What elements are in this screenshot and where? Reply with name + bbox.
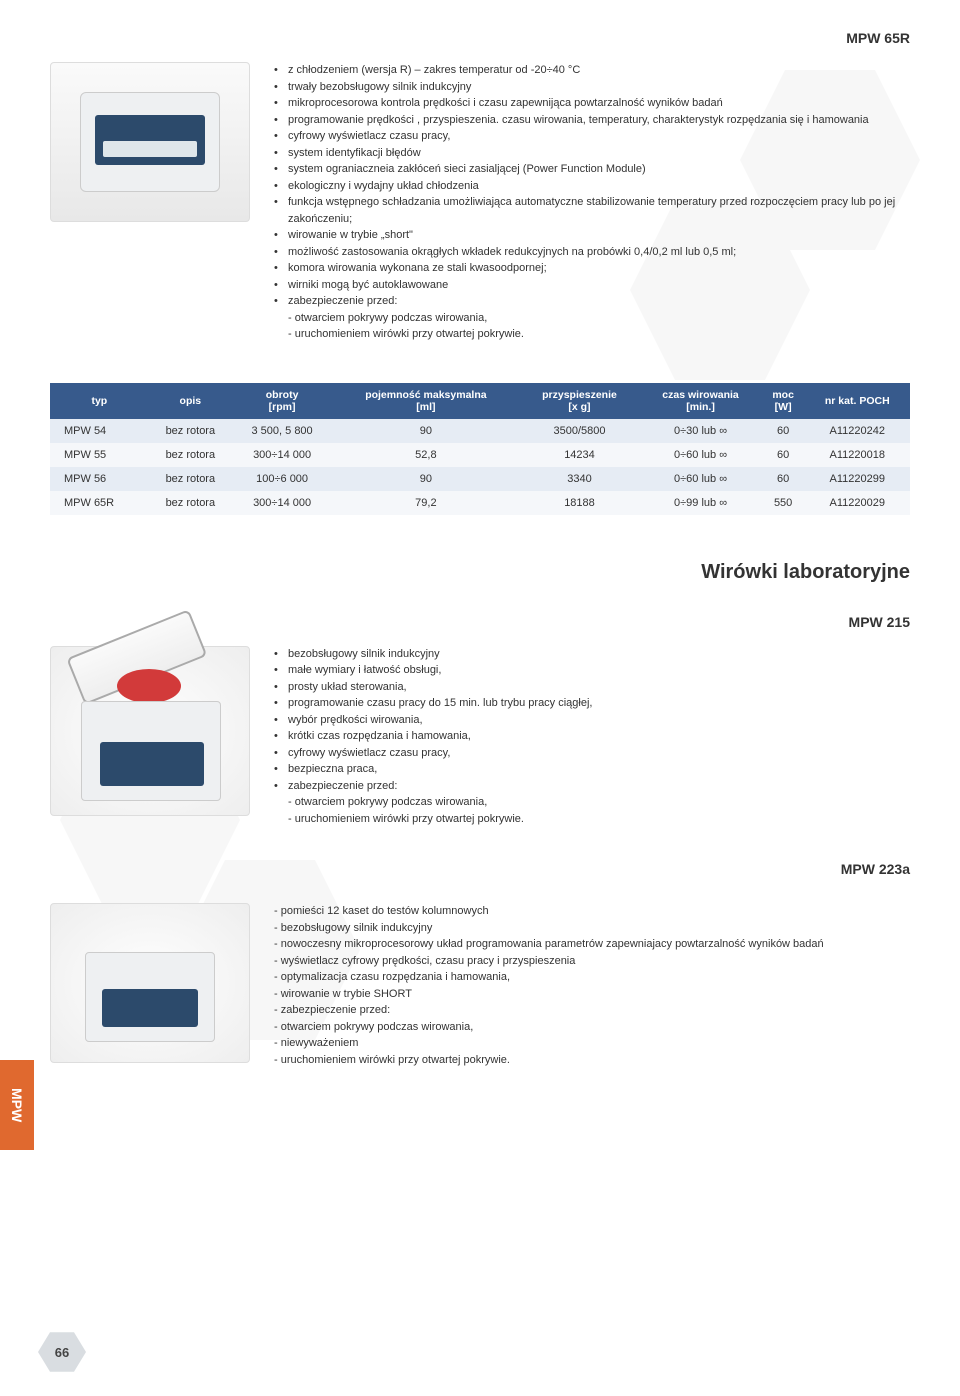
feature-item: komora wirowania wykonana ze stali kwaso… bbox=[274, 260, 910, 277]
specifications-table: typopisobroty [rpm]pojemność maksymalna … bbox=[50, 383, 910, 515]
feature-item: - optymalizacja czasu rozpędzania i hamo… bbox=[274, 969, 910, 986]
feature-list-mpw65r: z chłodzeniem (wersja R) – zakres temper… bbox=[274, 62, 910, 343]
table-header-cell: nr kat. POCH bbox=[805, 383, 910, 419]
product-title-mpw223a: MPW 223a bbox=[50, 861, 910, 877]
table-cell: 52,8 bbox=[332, 443, 519, 467]
section-mpw215: bezobsługowy silnik indukcyjnymałe wymia… bbox=[50, 646, 910, 828]
table-cell: 60 bbox=[762, 443, 805, 467]
table-row: MPW 55bez rotora300÷14 00052,8142340÷60 … bbox=[50, 443, 910, 467]
table-cell: 14234 bbox=[520, 443, 640, 467]
table-header-row: typopisobroty [rpm]pojemność maksymalna … bbox=[50, 383, 910, 419]
feature-item: - bezobsługowy silnik indukcyjny bbox=[274, 920, 910, 937]
table-row: MPW 56bez rotora100÷6 0009033400÷60 lub … bbox=[50, 467, 910, 491]
table-cell: 0÷30 lub ∞ bbox=[639, 419, 761, 443]
feature-item: programowanie prędkości , przyspieszenia… bbox=[274, 112, 910, 129]
table-cell: A11220299 bbox=[805, 467, 910, 491]
table-cell: 300÷14 000 bbox=[232, 491, 332, 515]
feature-item: wybór prędkości wirowania, bbox=[274, 712, 910, 729]
table-cell: MPW 56 bbox=[50, 467, 149, 491]
table-cell: MPW 54 bbox=[50, 419, 149, 443]
feature-item: prosty układ sterowania, bbox=[274, 679, 910, 696]
table-header-cell: czas wirowania [min.] bbox=[639, 383, 761, 419]
table-cell: 18188 bbox=[520, 491, 640, 515]
feature-sub-item: - otwarciem pokrywy podczas wirowania, bbox=[274, 794, 910, 811]
feature-item: - zabezpieczenie przed: bbox=[274, 1002, 910, 1019]
table-header-cell: obroty [rpm] bbox=[232, 383, 332, 419]
table-cell: 0÷60 lub ∞ bbox=[639, 467, 761, 491]
table-row: MPW 54bez rotora3 500, 5 800903500/58000… bbox=[50, 419, 910, 443]
table-cell: 100÷6 000 bbox=[232, 467, 332, 491]
table-cell: 0÷99 lub ∞ bbox=[639, 491, 761, 515]
table-cell: A11220018 bbox=[805, 443, 910, 467]
feature-item: możliwość zastosowania okrągłych wkładek… bbox=[274, 244, 910, 261]
feature-list-mpw223a: - pomieści 12 kaset do testów kolumnowyc… bbox=[274, 903, 910, 1068]
feature-item: - wyświetlacz cyfrowy prędkości, czasu p… bbox=[274, 953, 910, 970]
table-cell: 550 bbox=[762, 491, 805, 515]
feature-sub-item: - uruchomieniem wirówki przy otwartej po… bbox=[274, 811, 910, 828]
table-cell: 300÷14 000 bbox=[232, 443, 332, 467]
feature-item: mikroprocesorowa kontrola prędkości i cz… bbox=[274, 95, 910, 112]
feature-item: bezobsługowy silnik indukcyjny bbox=[274, 646, 910, 663]
feature-item: bezpieczna praca, bbox=[274, 761, 910, 778]
feature-item: wirniki mogą być autoklawowane bbox=[274, 277, 910, 294]
feature-item: - pomieści 12 kaset do testów kolumnowyc… bbox=[274, 903, 910, 920]
page-content: MPW 65R z chłodzeniem (wersja R) – zakre… bbox=[0, 0, 960, 1068]
section-mpw65r: z chłodzeniem (wersja R) – zakres temper… bbox=[50, 62, 910, 343]
feature-item: trwały bezobsługowy silnik indukcyjny bbox=[274, 79, 910, 96]
feature-item: system ograniaczneia zakłóceń sieci zasi… bbox=[274, 161, 910, 178]
table-cell: 0÷60 lub ∞ bbox=[639, 443, 761, 467]
table-cell: 79,2 bbox=[332, 491, 519, 515]
feature-sub-item: - otwarciem pokrywy podczas wirowania, bbox=[274, 310, 910, 327]
side-tab-label: MPW bbox=[0, 1060, 34, 1150]
table-cell: 90 bbox=[332, 419, 519, 443]
product-image-mpw215 bbox=[50, 646, 250, 816]
feature-item: zabezpieczenie przed: bbox=[274, 778, 910, 795]
feature-item: cyfrowy wyświetlacz czasu pracy, bbox=[274, 128, 910, 145]
table-cell: A11220029 bbox=[805, 491, 910, 515]
feature-item: małe wymiary i łatwość obsługi, bbox=[274, 662, 910, 679]
feature-item: - uruchomieniem wirówki przy otwartej po… bbox=[274, 1052, 910, 1069]
feature-item: z chłodzeniem (wersja R) – zakres temper… bbox=[274, 62, 910, 79]
feature-item: - niewyważeniem bbox=[274, 1035, 910, 1052]
table-cell: bez rotora bbox=[149, 467, 232, 491]
section-mpw223a: - pomieści 12 kaset do testów kolumnowyc… bbox=[50, 903, 910, 1068]
feature-item: - wirowanie w trybie SHORT bbox=[274, 986, 910, 1003]
feature-item: ekologiczny i wydajny układ chłodzenia bbox=[274, 178, 910, 195]
feature-list-mpw215: bezobsługowy silnik indukcyjnymałe wymia… bbox=[274, 646, 910, 828]
feature-item: - nowoczesny mikroprocesorowy układ prog… bbox=[274, 936, 910, 953]
table-header-cell: przyspieszenie [x g] bbox=[520, 383, 640, 419]
table-cell: 60 bbox=[762, 419, 805, 443]
table-row: MPW 65Rbez rotora300÷14 00079,2181880÷99… bbox=[50, 491, 910, 515]
table-body: MPW 54bez rotora3 500, 5 800903500/58000… bbox=[50, 419, 910, 515]
feature-item: system identyfikacji błędów bbox=[274, 145, 910, 162]
table-cell: MPW 65R bbox=[50, 491, 149, 515]
table-cell: 3340 bbox=[520, 467, 640, 491]
feature-sub-item: - uruchomieniem wirówki przy otwartej po… bbox=[274, 326, 910, 343]
product-image-mpw65r bbox=[50, 62, 250, 222]
table-cell: 3500/5800 bbox=[520, 419, 640, 443]
section-heading: Wirówki laboratoryjne bbox=[50, 561, 910, 584]
feature-item: - otwarciem pokrywy podczas wirowania, bbox=[274, 1019, 910, 1036]
feature-item: krótki czas rozpędzania i hamowania, bbox=[274, 728, 910, 745]
table-header-cell: moc [W] bbox=[762, 383, 805, 419]
product-title-mpw65r: MPW 65R bbox=[50, 30, 910, 46]
table-cell: bez rotora bbox=[149, 491, 232, 515]
table-cell: 90 bbox=[332, 467, 519, 491]
table-header-cell: typ bbox=[50, 383, 149, 419]
table-header-cell: pojemność maksymalna [ml] bbox=[332, 383, 519, 419]
feature-item: programowanie czasu pracy do 15 min. lub… bbox=[274, 695, 910, 712]
product-image-mpw223a bbox=[50, 903, 250, 1063]
page-number: 66 bbox=[38, 1330, 86, 1374]
feature-item: funkcja wstępnego schładzania umożliwiaj… bbox=[274, 194, 910, 227]
table-cell: 60 bbox=[762, 467, 805, 491]
table-cell: MPW 55 bbox=[50, 443, 149, 467]
feature-item: wirowanie w trybie „short" bbox=[274, 227, 910, 244]
feature-item: cyfrowy wyświetlacz czasu pracy, bbox=[274, 745, 910, 762]
table-cell: A11220242 bbox=[805, 419, 910, 443]
table-cell: bez rotora bbox=[149, 419, 232, 443]
table-cell: bez rotora bbox=[149, 443, 232, 467]
table-header-cell: opis bbox=[149, 383, 232, 419]
feature-item: zabezpieczenie przed: bbox=[274, 293, 910, 310]
table-cell: 3 500, 5 800 bbox=[232, 419, 332, 443]
